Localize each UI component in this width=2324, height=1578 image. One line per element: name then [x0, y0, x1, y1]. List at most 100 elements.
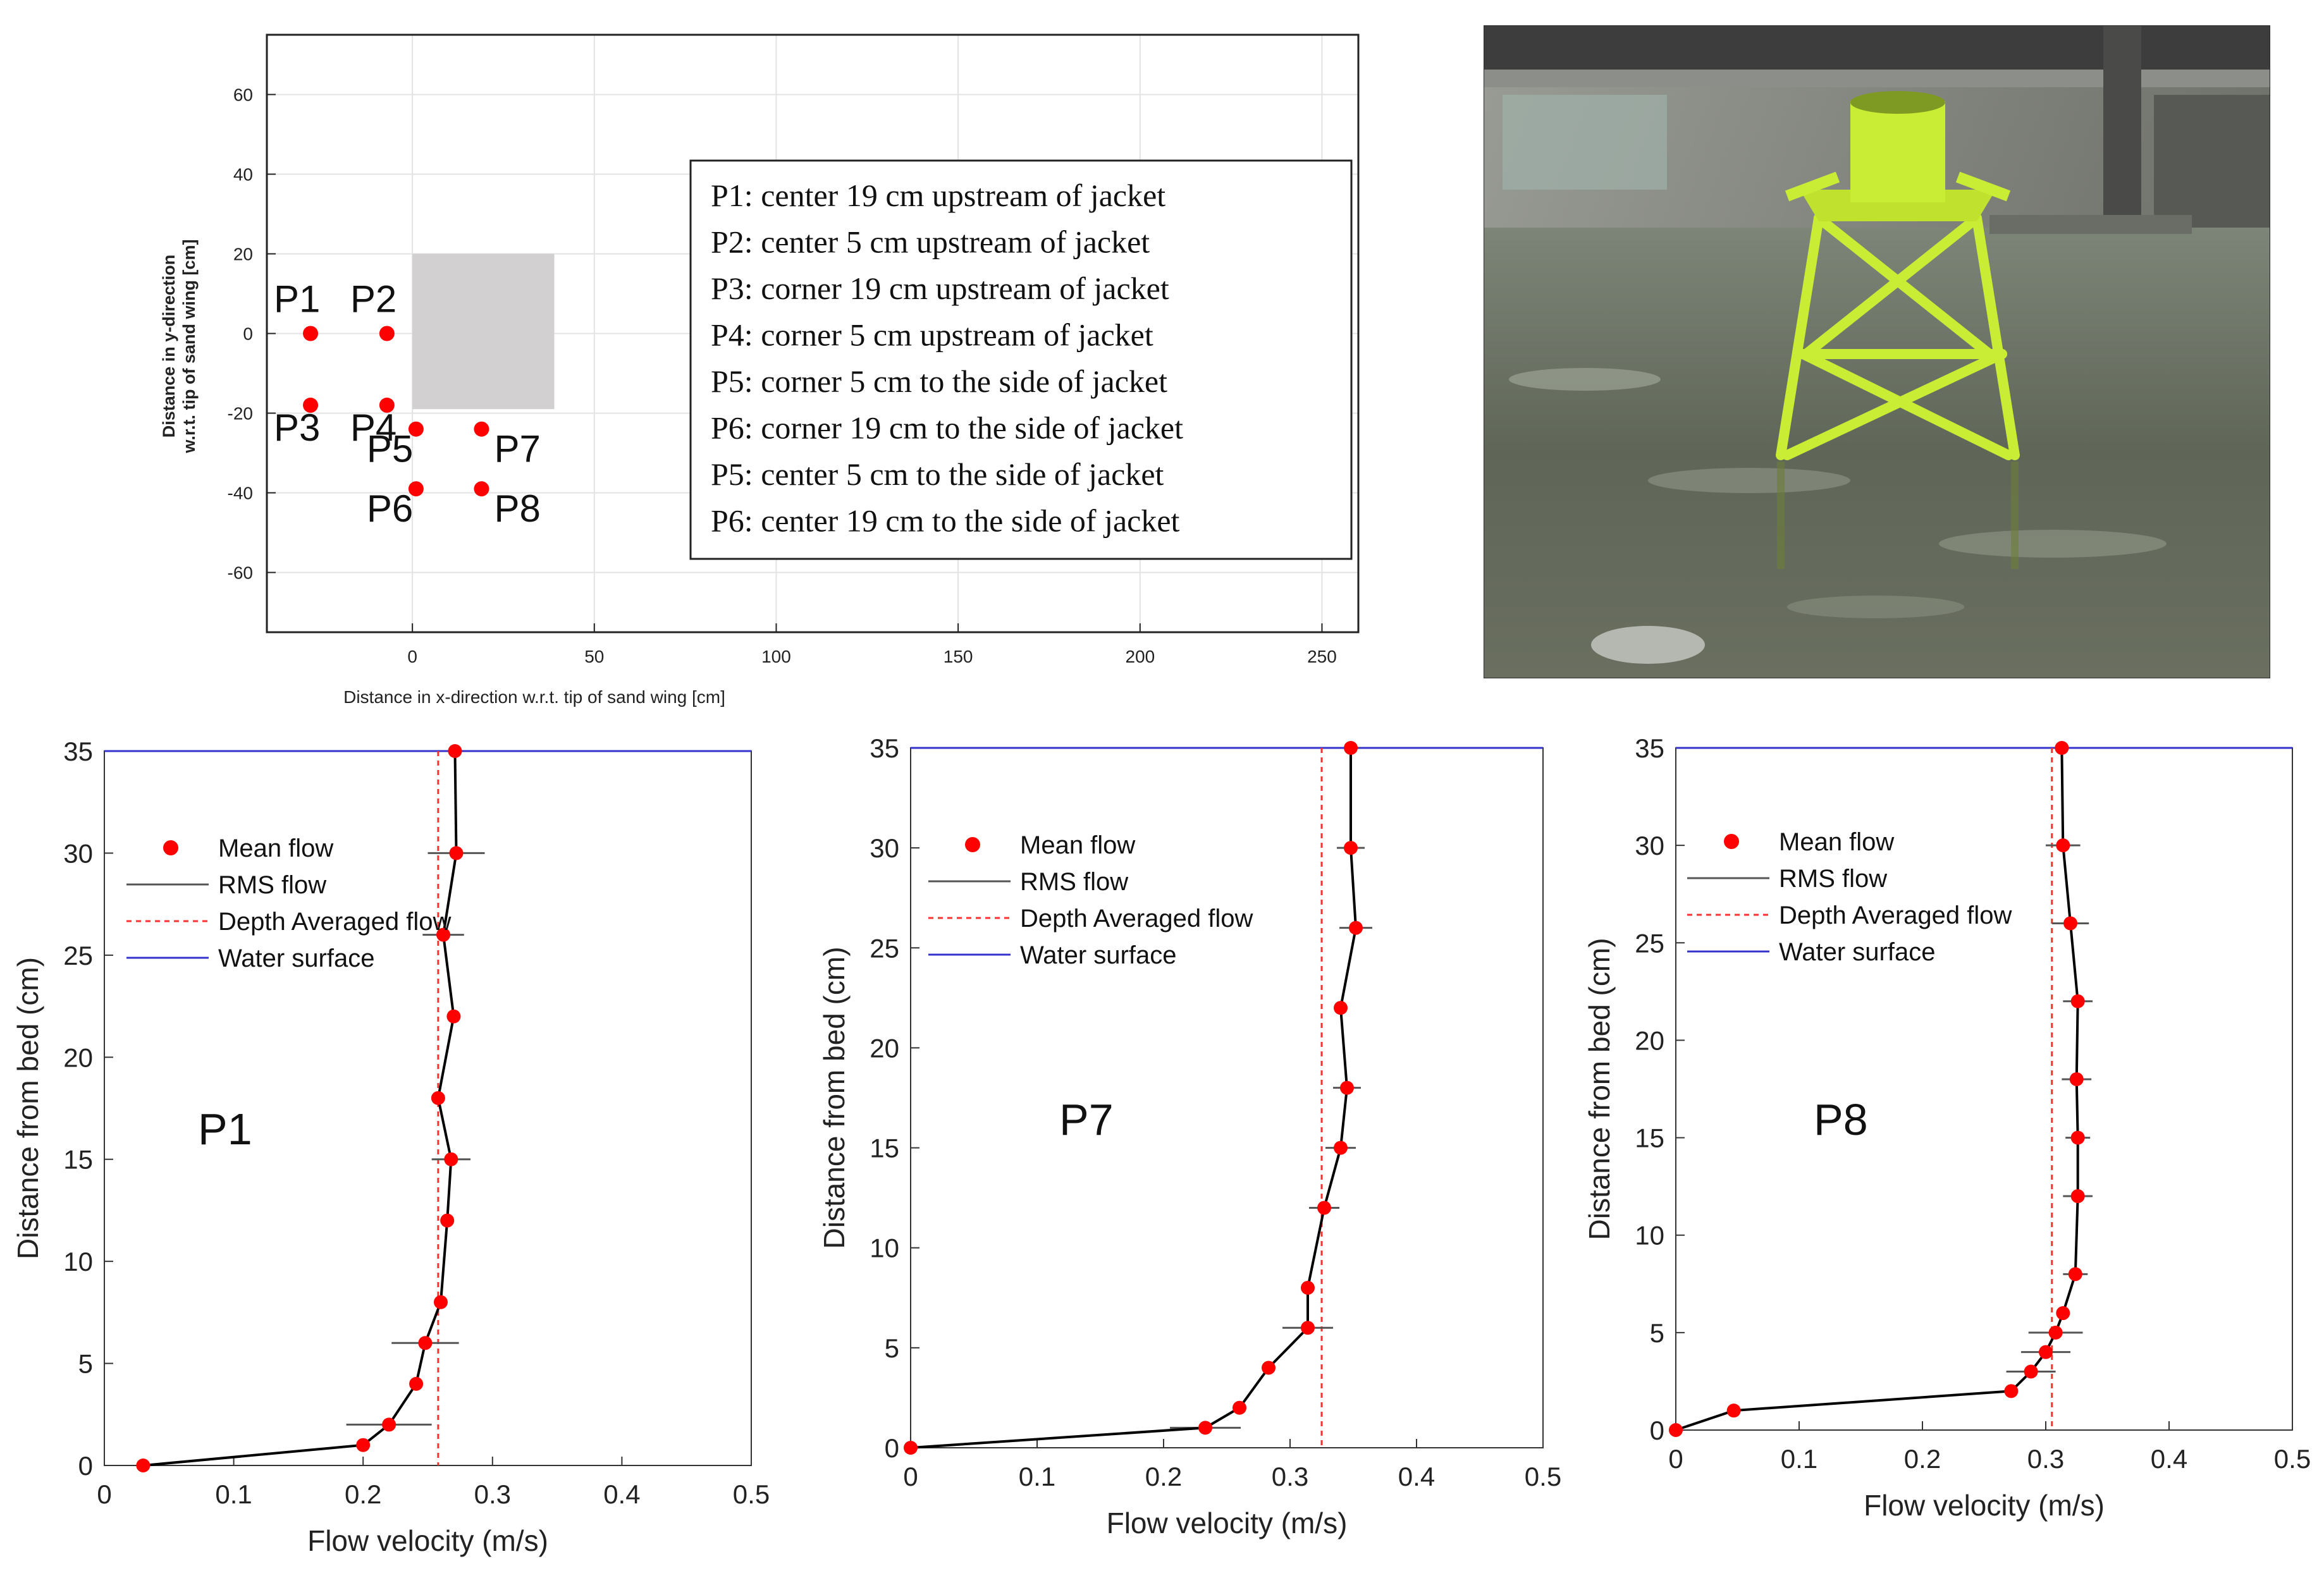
mean-flow-point — [1301, 1321, 1315, 1335]
mean-flow-point — [409, 1376, 424, 1391]
mean-flow-point — [2069, 1072, 2084, 1087]
y-tick-label: 15 — [1635, 1123, 1664, 1153]
x-tick-label: 0 — [407, 647, 417, 666]
mean-flow-point — [418, 1336, 433, 1350]
legend-label: Water surface — [218, 945, 374, 972]
panel-label: P8 — [1814, 1095, 1868, 1144]
mean-flow-point — [356, 1438, 371, 1452]
mean-flow-point — [1669, 1423, 1683, 1437]
locations-legend — [689, 159, 1353, 560]
panel-label: P7 — [1059, 1095, 1114, 1144]
mean-flow-point — [2055, 741, 2069, 755]
measurement-point-p6 — [408, 481, 424, 497]
legend-entry: P6: center 19 cm to the side of jacket — [711, 503, 1180, 539]
y-tick-label: 0 — [243, 324, 253, 344]
mean-flow-point — [1198, 1421, 1212, 1435]
y-tick-label: 5 — [78, 1349, 93, 1379]
mean-flow-point — [1344, 741, 1358, 755]
y-tick-label: -40 — [228, 484, 253, 503]
y-axis-label: Distance from bed (cm) — [11, 957, 44, 1259]
mean-flow-point — [2070, 1189, 2085, 1204]
mean-flow-point — [1340, 1080, 1354, 1095]
mean-flow-point — [2056, 1306, 2070, 1321]
legend-label: Mean flow — [1779, 828, 1894, 856]
mean-flow-point — [440, 1213, 455, 1228]
mean-flow-point — [1301, 1280, 1315, 1295]
layout-map-chart: 0 50 100 150 200 250 -60 -40 -20 0 20 40 60 Distance … — [159, 34, 1360, 707]
legend-label: RMS flow — [1020, 868, 1128, 896]
measurement-point-p7 — [474, 421, 489, 437]
y-tick-label: 10 — [870, 1233, 899, 1263]
measurement-point-p2 — [379, 326, 395, 341]
mean-flow-point — [1334, 1001, 1348, 1015]
mean-flow-point — [2070, 994, 2085, 1008]
y-tick-label: 5 — [885, 1333, 899, 1363]
y-tick-label: 35 — [63, 737, 93, 766]
y-tick-label: 10 — [1635, 1221, 1664, 1251]
y-tick-label: 25 — [1635, 928, 1664, 958]
point-label: P7 — [494, 428, 540, 470]
y-axis-label-line: Distance in y-direction — [159, 255, 178, 438]
x-tick-label: 0.1 — [1781, 1444, 1817, 1474]
y-axis-label: Distance in y-directionw.r.t. tip of san… — [159, 239, 199, 453]
mean-flow-point — [2056, 838, 2070, 853]
mean-flow-point — [2004, 1384, 2019, 1398]
point-label: P8 — [494, 487, 540, 530]
mean-flow-point — [904, 1441, 918, 1455]
legend-marker — [965, 837, 980, 852]
jacket-photo-icon — [1483, 25, 2271, 679]
y-tick-label: 40 — [233, 165, 253, 185]
plot-frame — [910, 747, 1544, 1448]
mean-flow-point — [436, 927, 451, 942]
mean-flow-point — [1317, 1201, 1331, 1215]
velocity-profile-p7: 0 0.1 0.2 0.3 0.4 0.5 0 5 10 15 20 25 30 35 Flow veloc… — [818, 733, 1561, 1539]
y-tick-label: 35 — [1635, 733, 1664, 763]
flume-photo — [1483, 25, 2271, 679]
legend-label: Water surface — [1020, 941, 1176, 969]
legend-label: RMS flow — [218, 871, 326, 899]
y-tick-label: 0 — [1650, 1416, 1664, 1445]
x-axis-label: Flow velocity (m/s) — [1864, 1489, 2105, 1522]
y-tick-label: -60 — [228, 563, 253, 583]
measurement-point-p5 — [408, 421, 424, 437]
mean-flow-point — [1344, 841, 1358, 855]
plot-frame — [1675, 747, 2293, 1431]
measurement-point-p8 — [474, 481, 489, 497]
y-tick-label: 25 — [870, 933, 899, 963]
y-tick-label: 35 — [870, 733, 899, 763]
legend-label: Water surface — [1779, 938, 1935, 966]
y-axis-label: Distance from bed (cm) — [1583, 938, 1616, 1240]
x-tick-label: 0.5 — [733, 1479, 770, 1509]
x-tick-label: 250 — [1307, 647, 1337, 666]
x-axis-label: Flow velocity (m/s) — [307, 1524, 548, 1557]
measurement-point-p4 — [379, 397, 395, 413]
legend-marker — [1724, 834, 1739, 849]
x-tick-label: 0.2 — [345, 1479, 381, 1509]
point-label: P4 — [350, 407, 397, 449]
x-tick-label: 0.1 — [215, 1479, 252, 1509]
y-tick-label: 60 — [233, 85, 253, 105]
mean-flow-point — [1262, 1361, 1276, 1375]
panel-label: P1 — [198, 1104, 252, 1154]
y-tick-label: 0 — [78, 1451, 93, 1481]
mean-flow-point — [2063, 916, 2077, 931]
mean-flow-point — [2039, 1345, 2053, 1359]
x-tick-label: 0.5 — [1525, 1462, 1561, 1491]
mean-flow-point — [2068, 1267, 2082, 1281]
legend-entry: P3: corner 19 cm upstream of jacket — [711, 271, 1169, 306]
mean-flow-point — [2048, 1325, 2063, 1340]
mean-flow-point — [1233, 1400, 1246, 1415]
legend-entry: P6: corner 19 cm to the side of jacket — [711, 410, 1183, 446]
x-tick-label: 0 — [97, 1479, 111, 1509]
legend-label: Depth Averaged flow — [1779, 902, 2012, 929]
mean-flow-point — [433, 1295, 448, 1309]
mean-flow-point — [449, 846, 464, 860]
mean-flow-point — [1349, 920, 1363, 935]
mean-flow-point — [2024, 1364, 2038, 1379]
x-tick-label: 150 — [944, 647, 973, 666]
y-tick-label: 30 — [1635, 831, 1664, 860]
point-label: P1 — [274, 278, 320, 321]
point-label: P5 — [367, 428, 413, 470]
y-tick-label: 0 — [885, 1433, 899, 1463]
